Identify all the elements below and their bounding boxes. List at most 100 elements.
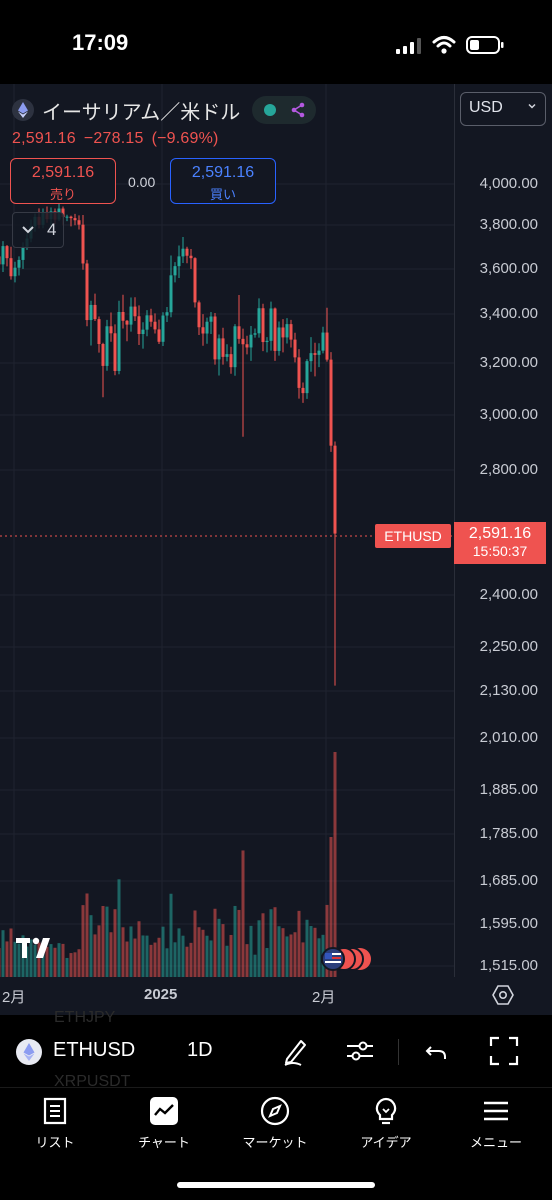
market-status-pill[interactable] <box>252 96 317 124</box>
nav-item-ideas[interactable]: アイデア <box>336 1096 436 1151</box>
market-open-dot-icon <box>264 104 277 116</box>
candle-body <box>249 334 253 348</box>
candle-body <box>5 246 9 259</box>
volume-bar <box>249 925 253 977</box>
volume-bar <box>301 942 305 977</box>
symbol-header[interactable]: イーサリアム／米ドル <box>12 96 317 124</box>
volume-bar <box>89 915 93 977</box>
volume-bar <box>233 905 237 977</box>
candle-body <box>297 357 301 388</box>
economic-events-icon[interactable] <box>320 944 372 974</box>
volume-bar <box>197 927 201 977</box>
volume-bar <box>281 928 285 977</box>
volume-bar <box>29 939 33 977</box>
currency-select[interactable]: USD <box>460 92 546 126</box>
volume-bar <box>157 937 161 977</box>
bar-countdown: 15:50:37 <box>472 543 528 559</box>
price-summary: 2,591.16 −278.15 (−9.69%) <box>12 130 227 148</box>
price-axis-label: 3,200.00 <box>479 354 538 371</box>
candle-body <box>305 361 309 394</box>
price-chart[interactable] <box>0 84 552 1015</box>
candle-body <box>0 256 1 265</box>
candle-body <box>65 216 69 218</box>
candle-body <box>181 248 185 257</box>
nav-item-chart[interactable]: チャート <box>114 1096 214 1151</box>
status-time: 17:09 <box>72 30 129 55</box>
volume-bar <box>45 946 49 977</box>
chart-settings-icon[interactable] <box>492 984 514 1006</box>
candlestick-series <box>0 201 337 686</box>
price-axis-label: 2,800.00 <box>479 461 538 478</box>
sell-button[interactable]: 2,591.16 売り <box>10 158 116 204</box>
symbol-picker-ghost: ETHJPY <box>54 1009 116 1026</box>
volume-bar <box>137 921 141 977</box>
candle-body <box>217 338 221 360</box>
candle-body <box>193 258 197 303</box>
symbol-search-button[interactable]: ETHUSD <box>53 1039 136 1061</box>
candle-body <box>301 387 305 394</box>
candle-body <box>289 324 293 340</box>
undo-icon[interactable] <box>421 1035 453 1067</box>
candle-body <box>277 327 281 351</box>
nav-item-menu[interactable]: メニュー <box>446 1096 546 1151</box>
candle-body <box>241 338 245 345</box>
candle-body <box>13 267 17 277</box>
volume-bar <box>201 929 205 977</box>
volume-bar <box>117 879 121 977</box>
candle-body <box>117 311 121 371</box>
volume-bar <box>285 936 289 977</box>
volume-bar <box>37 942 41 977</box>
candle-body <box>321 332 325 351</box>
candle-body <box>265 340 269 343</box>
candle-body <box>105 326 109 366</box>
nav-item-markets[interactable]: マーケット <box>225 1096 325 1151</box>
price-axis-label: 3,400.00 <box>479 305 538 322</box>
nav-item-watchlist[interactable]: リスト <box>5 1096 105 1151</box>
candle-body <box>253 333 257 335</box>
symbol-picker-ghost: XRPUSDT <box>54 1073 131 1090</box>
indicators-icon[interactable] <box>344 1035 376 1067</box>
price-axis-label: 2,250.00 <box>479 638 538 655</box>
volume-bars <box>0 752 337 977</box>
candle-body <box>325 332 329 360</box>
chart-area[interactable]: イーサリアム／米ドル USD 2,591.16 −278.15 (−9.69%) 2… <box>0 84 552 1015</box>
time-axis-label: 2025 <box>144 986 178 1003</box>
volume-bar <box>101 905 105 977</box>
indicator-count: 4 <box>47 220 57 239</box>
candle-body <box>149 315 153 322</box>
volume-bar <box>93 934 97 977</box>
volume-bar <box>297 910 301 977</box>
volume-bar <box>325 904 329 977</box>
candle-body <box>93 304 97 320</box>
price-axis-label: 1,595.00 <box>479 915 538 932</box>
buy-button[interactable]: 2,591.16 買い <box>170 158 276 204</box>
drawing-tools-icon[interactable] <box>279 1035 311 1067</box>
symbol-title[interactable]: イーサリアム／米ドル <box>42 99 241 124</box>
candle-body <box>201 327 205 334</box>
volume-bar <box>133 938 137 977</box>
volume-bar <box>221 924 225 977</box>
last-price: 2,591.16 <box>12 130 76 147</box>
interval-button[interactable]: 1D <box>187 1039 213 1061</box>
candle-body <box>161 315 165 342</box>
candle-body <box>153 321 157 330</box>
currency-value: USD <box>469 99 503 116</box>
candle-body <box>141 329 145 335</box>
indicators-toggle[interactable]: 4 <box>12 212 64 248</box>
candle-body <box>285 324 289 338</box>
volume-bar <box>305 919 309 977</box>
sell-label: 売り <box>49 187 76 202</box>
candle-body <box>137 316 141 335</box>
candle-body <box>221 338 225 357</box>
price-change-percent: (−9.69%) <box>151 130 219 147</box>
price-axis-label: 2,010.00 <box>479 729 538 746</box>
candle-body <box>333 445 337 534</box>
candle-body <box>101 344 105 366</box>
volume-bar <box>65 957 69 977</box>
fullscreen-icon[interactable] <box>488 1035 520 1067</box>
candle-body <box>69 216 73 219</box>
volume-bar <box>293 932 297 977</box>
price-axis-label: 3,000.00 <box>479 406 538 423</box>
chevron-down-icon <box>528 103 536 109</box>
price-axis-label: 1,685.00 <box>479 872 538 889</box>
